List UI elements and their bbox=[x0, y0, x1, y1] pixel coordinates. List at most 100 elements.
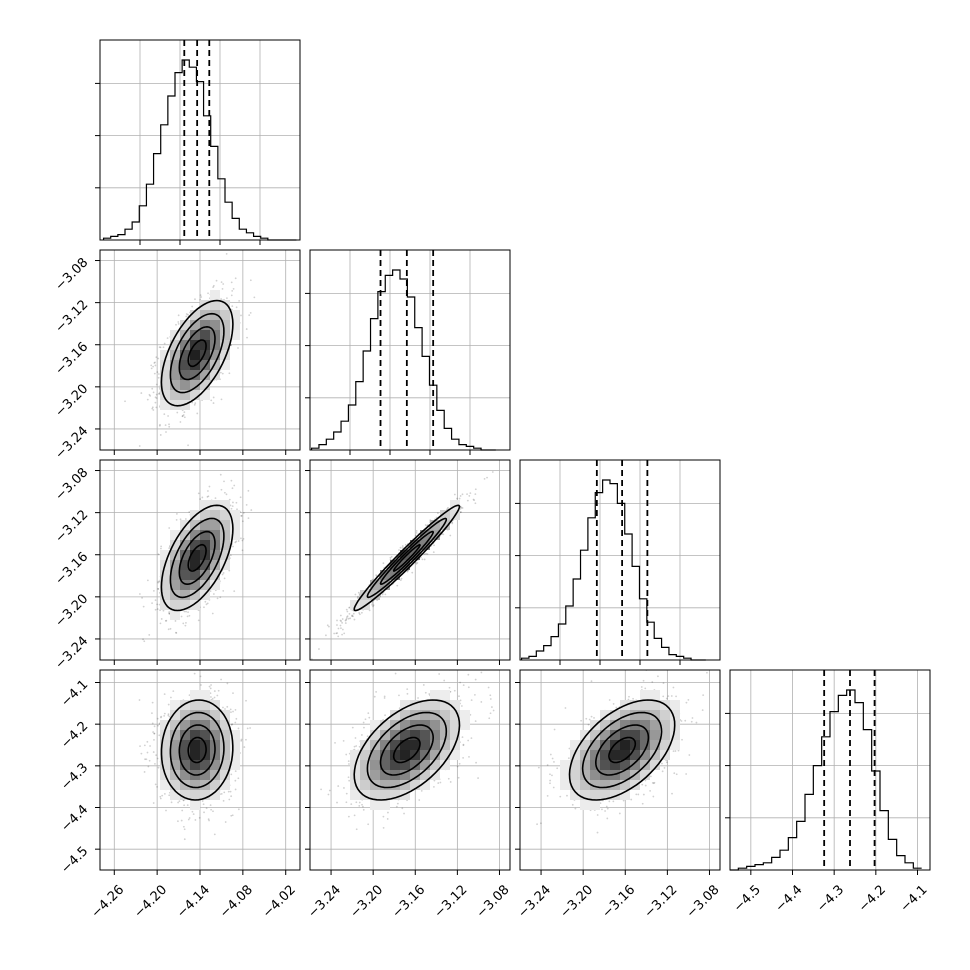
sample-point bbox=[154, 364, 157, 367]
sample-point bbox=[175, 323, 177, 326]
density-cell bbox=[170, 610, 180, 620]
density-cell bbox=[230, 320, 240, 330]
panel-r2c0: −3.08−3.12−3.16−3.20−3.24 bbox=[53, 459, 301, 672]
sample-point bbox=[179, 518, 182, 521]
sample-point bbox=[423, 558, 426, 561]
sample-point bbox=[336, 619, 338, 622]
sample-point bbox=[152, 365, 154, 368]
sample-point bbox=[207, 495, 210, 498]
sample-point bbox=[152, 391, 155, 394]
sample-point bbox=[451, 522, 454, 525]
sample-point bbox=[209, 590, 212, 592]
contour-line bbox=[366, 517, 448, 599]
density-cell bbox=[170, 540, 180, 550]
sample-point bbox=[157, 581, 159, 584]
density-cell bbox=[220, 310, 230, 320]
sample-point bbox=[185, 621, 187, 624]
density-cell bbox=[220, 300, 230, 310]
axes-frame bbox=[309, 249, 511, 451]
sample-point bbox=[206, 496, 209, 498]
density-cell bbox=[190, 350, 200, 360]
sample-point bbox=[221, 288, 224, 290]
sample-point bbox=[240, 514, 243, 517]
density-cell bbox=[160, 380, 170, 390]
sample-point bbox=[212, 593, 215, 595]
sample-point bbox=[466, 499, 469, 502]
sample-point bbox=[151, 712, 153, 715]
sample-point bbox=[160, 716, 162, 719]
sample-point bbox=[382, 562, 385, 565]
sample-point bbox=[375, 574, 378, 577]
sample-point bbox=[353, 618, 356, 621]
contour-line bbox=[169, 312, 225, 394]
y-tick-label: −3.16 bbox=[53, 339, 92, 378]
sample-point bbox=[232, 545, 234, 548]
sample-point bbox=[384, 593, 387, 596]
density-cell bbox=[180, 380, 190, 390]
sample-point bbox=[447, 506, 449, 509]
sample-point bbox=[168, 425, 171, 428]
sample-point bbox=[199, 294, 202, 297]
sample-point bbox=[165, 619, 168, 622]
sample-point bbox=[401, 545, 404, 547]
sample-point bbox=[223, 491, 226, 494]
density-cell bbox=[230, 310, 240, 320]
sample-point bbox=[371, 603, 373, 606]
sample-point bbox=[168, 794, 171, 797]
sample-point bbox=[180, 615, 183, 618]
density-cell bbox=[210, 320, 220, 330]
density-cell bbox=[190, 540, 200, 550]
sample-point bbox=[163, 714, 166, 717]
sample-point bbox=[175, 632, 178, 634]
sample-point bbox=[192, 813, 195, 816]
sample-point bbox=[223, 577, 226, 580]
sample-point bbox=[351, 614, 354, 617]
sample-point bbox=[187, 313, 189, 316]
sample-point bbox=[182, 414, 185, 416]
sample-point bbox=[247, 489, 250, 492]
density-cell bbox=[210, 520, 220, 530]
sample-point bbox=[421, 558, 424, 561]
sample-point bbox=[183, 411, 186, 414]
density-cell bbox=[170, 350, 180, 360]
sample-point bbox=[240, 739, 243, 742]
density-cell bbox=[210, 360, 220, 370]
sample-point bbox=[237, 540, 240, 542]
sample-point bbox=[166, 337, 169, 339]
contour-line bbox=[169, 517, 225, 599]
sample-point bbox=[165, 809, 167, 812]
density-cell bbox=[190, 380, 200, 390]
sample-point bbox=[474, 502, 477, 505]
sample-point bbox=[219, 596, 222, 599]
histogram-step bbox=[520, 479, 706, 661]
density-cell bbox=[220, 500, 230, 510]
sample-point bbox=[207, 818, 210, 821]
density-cell bbox=[200, 580, 210, 590]
sample-point bbox=[357, 591, 360, 594]
contour-line bbox=[187, 339, 207, 368]
sample-point bbox=[169, 627, 172, 630]
density-cell bbox=[230, 510, 240, 520]
density-cell bbox=[180, 570, 190, 580]
sample-point bbox=[167, 415, 169, 417]
sample-point bbox=[143, 640, 146, 643]
sample-point bbox=[216, 597, 219, 600]
sample-point bbox=[241, 549, 244, 552]
contour-line bbox=[187, 543, 207, 572]
density-cell bbox=[210, 570, 220, 580]
sample-point bbox=[349, 617, 352, 620]
x-tick-label: −4.1 bbox=[898, 882, 931, 915]
density-cell bbox=[170, 550, 180, 560]
sample-point bbox=[185, 315, 188, 318]
sample-point bbox=[341, 628, 344, 631]
sample-point bbox=[460, 506, 463, 509]
density-cell bbox=[220, 560, 230, 570]
sample-point bbox=[188, 817, 191, 819]
contour-line bbox=[178, 530, 216, 586]
sample-point bbox=[230, 507, 233, 510]
sample-point bbox=[360, 611, 363, 614]
sample-point bbox=[371, 602, 374, 604]
density-cell bbox=[180, 350, 190, 360]
sample-point bbox=[341, 633, 343, 636]
